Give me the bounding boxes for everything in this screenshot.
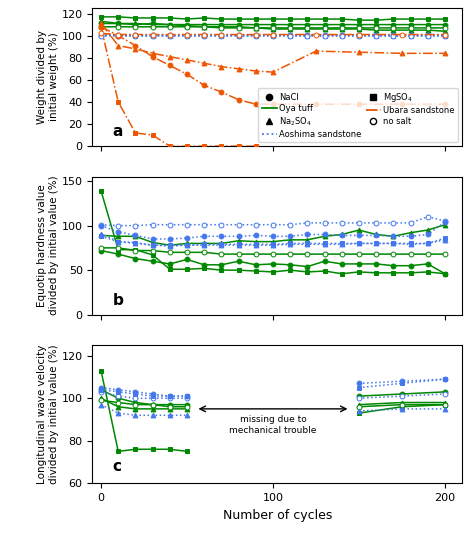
Y-axis label: Equotip hardness value
divided by initial value (%): Equotip hardness value divided by initia… — [37, 176, 59, 316]
Y-axis label: Longitudinal wave velocity
divided by initial value (%): Longitudinal wave velocity divided by in… — [37, 344, 59, 484]
X-axis label: Number of cycles: Number of cycles — [223, 508, 332, 522]
Text: a: a — [113, 124, 123, 139]
Legend: NaCl, Oya tuff, Na$_2$SO$_4$, Aoshima sandstone, MgSO$_4$, Ubara sandstone, no s: NaCl, Oya tuff, Na$_2$SO$_4$, Aoshima sa… — [258, 88, 458, 142]
Text: c: c — [113, 459, 122, 474]
Text: missing due to
mechanical trouble: missing due to mechanical trouble — [229, 415, 317, 435]
Text: b: b — [113, 293, 124, 308]
Y-axis label: Weight divided by
initial weight (%): Weight divided by initial weight (%) — [37, 30, 59, 124]
